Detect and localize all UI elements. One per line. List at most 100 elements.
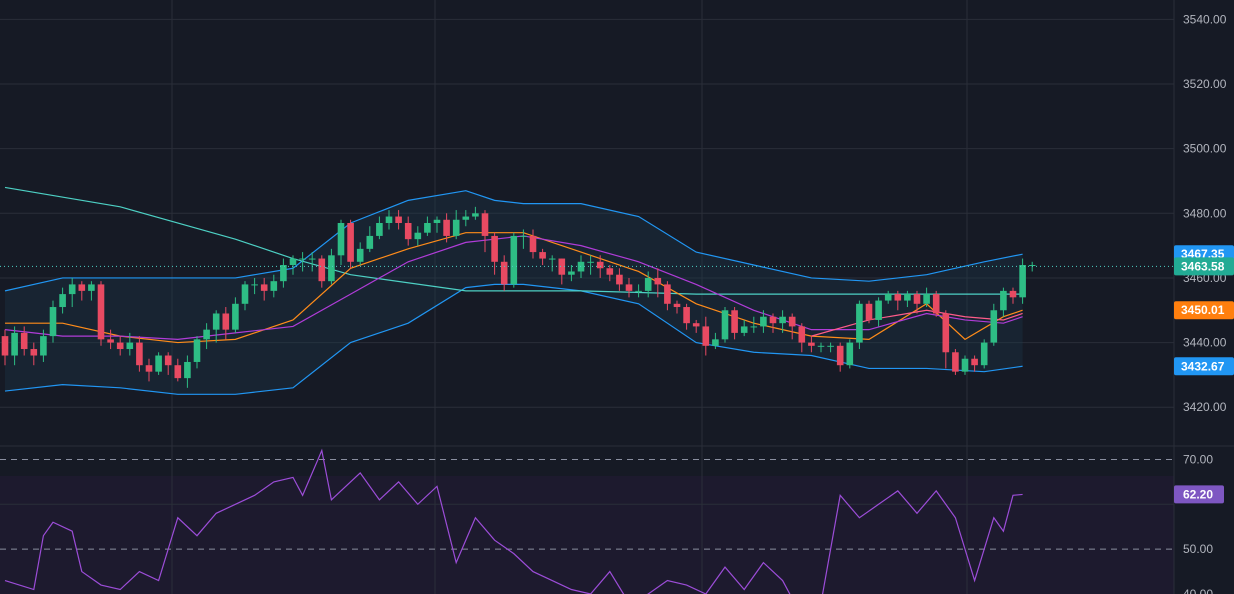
rsi-band-background <box>0 476 1174 594</box>
candle-body <box>433 219 441 223</box>
candle-body <box>212 313 220 330</box>
candle-body <box>347 223 354 262</box>
candle-body <box>107 339 114 343</box>
candle-body <box>318 258 326 282</box>
candle-body <box>222 313 230 330</box>
candle-body <box>328 255 335 282</box>
candle-body <box>740 326 748 333</box>
candle-body <box>145 365 153 372</box>
candle-body <box>241 284 249 304</box>
price-tick-label: 3480.00 <box>1183 206 1227 220</box>
candle-body <box>568 271 575 275</box>
candle-body <box>251 284 258 286</box>
candle-body <box>971 358 978 366</box>
candle-body <box>164 355 172 366</box>
candle-body <box>308 258 316 260</box>
candle-body <box>472 213 479 217</box>
candle-body <box>673 303 681 308</box>
candle-body <box>846 342 854 366</box>
candle-body <box>404 223 412 240</box>
candle-body <box>1 336 9 356</box>
candle-body <box>644 277 652 291</box>
candle-body <box>731 310 738 333</box>
candle-body <box>808 342 815 346</box>
candle-body <box>116 342 124 350</box>
candle-body <box>788 316 796 327</box>
candle-body <box>510 235 518 285</box>
candle-body <box>548 258 556 260</box>
rsi-badge-label: 62.20 <box>1183 487 1213 501</box>
candle-body <box>942 313 950 353</box>
candle-body <box>424 223 431 233</box>
candle-body <box>395 216 402 223</box>
candle-body <box>491 235 498 262</box>
price-tick-label: 3420.00 <box>1183 400 1227 414</box>
candle-body <box>1019 265 1026 298</box>
price-tick-label: 3500.00 <box>1183 142 1227 156</box>
candle-body <box>558 258 566 275</box>
candle-body <box>280 265 287 282</box>
candle-body <box>798 326 806 343</box>
candle-body <box>356 248 364 262</box>
price-badge <box>1174 357 1234 376</box>
candle-body <box>692 323 700 327</box>
candle-body <box>155 355 162 372</box>
candle-body <box>664 284 671 304</box>
candle-body <box>884 294 892 301</box>
candle-body <box>625 284 633 291</box>
candle-body <box>616 274 623 285</box>
candle-body <box>520 235 527 237</box>
series-ma_purple <box>4 235 1023 340</box>
rsi-line <box>4 448 1023 594</box>
candle-body <box>1028 265 1036 267</box>
series-ma_long <box>4 186 1023 295</box>
price-tick-label: 3540.00 <box>1183 12 1227 26</box>
candle-body <box>270 281 278 291</box>
candle-body <box>961 358 969 372</box>
candle-body <box>932 294 940 314</box>
candle-body <box>49 307 57 337</box>
candle-body <box>337 223 345 256</box>
candle-body <box>865 303 873 320</box>
candle-body <box>913 294 921 304</box>
candle-body <box>299 258 306 260</box>
candle-body <box>59 294 66 308</box>
candle-body <box>452 219 460 236</box>
candle-body <box>68 284 76 295</box>
candle-body <box>97 284 105 340</box>
candle-body <box>443 219 450 236</box>
candle-body <box>30 349 38 356</box>
price-badge <box>1174 301 1234 320</box>
candle-body <box>836 345 844 366</box>
candle-body <box>606 268 614 275</box>
candle-body <box>894 294 902 301</box>
candle-body <box>654 277 662 285</box>
price-tick-label: 3440.00 <box>1183 336 1227 350</box>
candle-body <box>193 339 201 362</box>
candle-body <box>462 216 470 220</box>
candle-body <box>750 326 758 328</box>
candle-body <box>20 332 28 350</box>
candle-body <box>174 365 182 379</box>
candle-body <box>289 258 297 266</box>
candle-body <box>184 361 191 379</box>
candle-body <box>721 310 729 340</box>
price-badge-label: 3463.58 <box>1181 259 1225 273</box>
candle-body <box>990 310 998 343</box>
rsi-tick-label: 50.00 <box>1183 542 1213 556</box>
candle-body <box>260 284 268 291</box>
bollinger-fill <box>5 190 1023 395</box>
candle-body <box>376 223 383 236</box>
candle-body <box>126 342 134 350</box>
candle-body <box>827 345 834 347</box>
candle-body <box>500 261 508 285</box>
candle-body <box>760 316 767 327</box>
candle-body <box>952 352 959 372</box>
candle-body <box>904 294 911 301</box>
candle-body <box>596 261 604 269</box>
candle-body <box>136 342 143 366</box>
candle-body <box>40 336 47 356</box>
candle-body <box>683 307 690 324</box>
